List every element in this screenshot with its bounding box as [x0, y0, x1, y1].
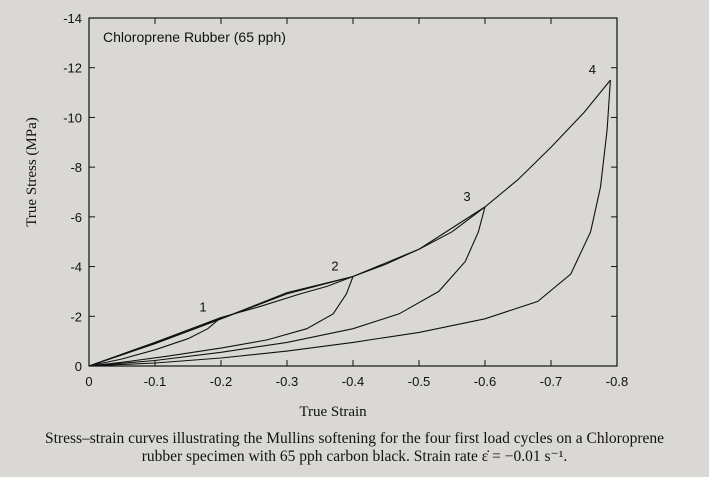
cycle-2-label: 2 — [331, 259, 338, 274]
x-tick-label: -0.7 — [540, 374, 562, 389]
y-tick-label: -2 — [70, 309, 82, 324]
cycle-4-unloading-curve — [88, 80, 611, 367]
y-tick-label: -10 — [63, 110, 82, 125]
plot-frame — [88, 17, 618, 367]
x-tick-label: -0.3 — [276, 374, 298, 389]
caption-line-2: rubber specimen with 65 pph carbon black… — [141, 448, 568, 465]
cycle-1-label: 1 — [199, 300, 206, 315]
cycle-1-unloading-curve — [88, 317, 222, 367]
y-axis-title: True Stress (MPa) — [24, 117, 40, 226]
cycle-2-loading-curve — [88, 275, 354, 367]
cycle-2-unloading-curve — [88, 276, 354, 367]
chart-title: Chloroprene Rubber (65 pph) — [103, 29, 286, 45]
x-tick-label: -0.8 — [606, 374, 628, 389]
cycle-4-loading-curve — [88, 79, 611, 367]
x-tick-label: -0.2 — [210, 374, 232, 389]
stress-strain-chart: 0 -0.1 -0.2 -0.3 -0.4 -0.5 -0.6 -0.7 -0.8 0 -2 -4 -6… — [24, 11, 628, 420]
x-tick-label: -0.1 — [144, 374, 166, 389]
cycle-3-label: 3 — [463, 189, 470, 204]
x-tick-label: 0 — [85, 374, 92, 389]
x-axis-title: True Strain — [299, 404, 367, 420]
figure-caption: Stress–strain curves illustrating the Mu… — [0, 430, 709, 466]
cycle-3-unloading-curve — [88, 206, 486, 367]
y-tick-label: -8 — [70, 160, 82, 175]
cycle-4-label: 4 — [589, 62, 596, 77]
x-tick-label: -0.4 — [342, 374, 364, 389]
y-tick-label: 0 — [75, 359, 82, 374]
x-tick-label: -0.5 — [408, 374, 430, 389]
y-tick-label: -14 — [63, 11, 82, 26]
caption-line-1: Stress–strain curves illustrating the Mu… — [44, 430, 664, 447]
y-tick-label: -4 — [70, 260, 82, 275]
y-tick-label: -12 — [63, 61, 82, 76]
x-tick-label: -0.6 — [474, 374, 496, 389]
y-tick-label: -6 — [70, 210, 82, 225]
